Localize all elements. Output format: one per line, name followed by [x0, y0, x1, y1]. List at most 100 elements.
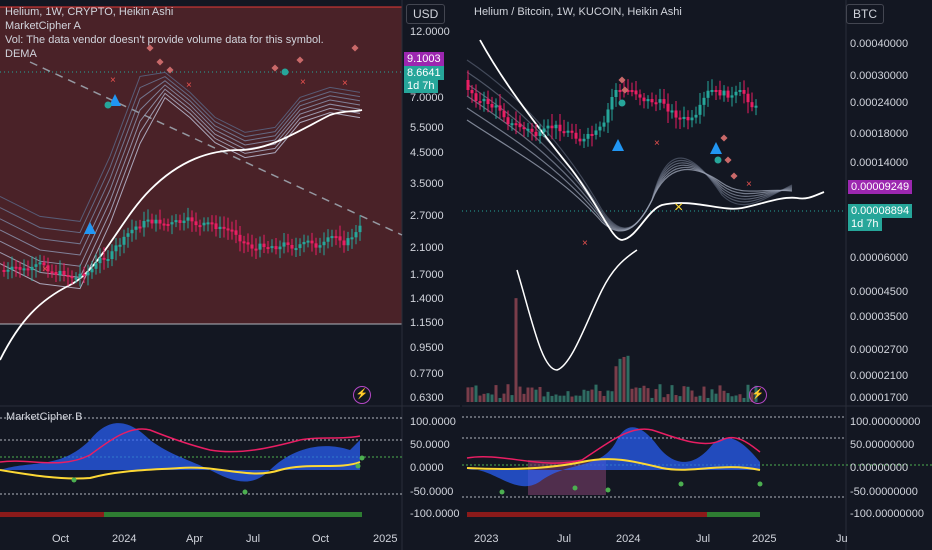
left-candle — [62, 270, 66, 275]
left-dema-line — [0, 109, 363, 361]
right-countdown-tag: 1d 7h — [848, 217, 882, 231]
left-candle — [182, 220, 186, 223]
left-lightning-icon[interactable]: ⚡ — [353, 386, 371, 404]
left-candle — [38, 262, 42, 265]
right-candle — [742, 90, 746, 94]
right-buy-triangle — [612, 139, 624, 151]
left-candle — [170, 222, 174, 225]
right-volume-bar — [634, 387, 638, 402]
right-currency-button[interactable]: BTC — [846, 4, 884, 24]
right-volume-bar — [490, 394, 494, 402]
right-osc-dot — [757, 481, 763, 487]
left-price-tick-10: 0.9500 — [410, 342, 444, 354]
right-osc-dot — [605, 487, 611, 493]
left-candle — [162, 223, 166, 226]
right-candle — [710, 90, 714, 92]
left-candle — [114, 245, 118, 252]
left-candle — [266, 247, 270, 250]
right-volume-bar — [566, 391, 570, 402]
left-candle — [58, 270, 62, 275]
right-volume-bar — [702, 386, 706, 402]
right-volume-bar — [466, 387, 470, 402]
right-osc-dot — [572, 485, 578, 491]
left-candle — [86, 272, 90, 276]
left-osc-legend[interactable]: MarketCipher B — [6, 411, 83, 423]
right-volume-bar — [550, 395, 554, 402]
right-price-tick-6: 0.00006000 — [850, 252, 909, 264]
left-candle — [6, 269, 10, 272]
left-osc-tick-4: -100.0000 — [410, 508, 460, 520]
right-candle — [574, 132, 578, 139]
right-price-tick-9: 0.00002700 — [850, 344, 909, 356]
left-candle — [238, 234, 242, 242]
right-candle — [682, 116, 686, 119]
right-price-tick-8: 0.00003500 — [850, 311, 909, 323]
left-sell-cross: × — [110, 75, 116, 86]
left-candle — [338, 236, 342, 241]
left-candle — [166, 223, 170, 226]
right-candle — [522, 127, 526, 130]
right-candle — [746, 93, 750, 103]
left-candle — [250, 244, 254, 249]
right-volume-bar — [470, 387, 474, 402]
right-volume-bar — [630, 388, 634, 402]
right-diamond-marker — [724, 156, 732, 164]
right-lightning-icon[interactable]: ⚡ — [749, 386, 767, 404]
left-candle — [106, 259, 110, 262]
right-osc-wave-area — [467, 427, 760, 487]
left-price-tick-7: 1.7000 — [410, 269, 444, 281]
left-candle — [346, 238, 350, 246]
right-volume-bar — [586, 390, 590, 402]
right-price-tick-0: 0.00040000 — [850, 38, 909, 50]
left-candle — [274, 246, 278, 250]
right-ribbon-band — [466, 119, 793, 232]
right-candle — [470, 90, 474, 94]
left-candle — [78, 273, 82, 278]
right-candle — [526, 128, 530, 131]
right-volume-bar — [646, 388, 650, 402]
right-candle — [590, 133, 594, 136]
right-candle — [606, 109, 610, 123]
left-currency-button[interactable]: USD — [406, 4, 446, 24]
left-candle — [2, 270, 6, 272]
left-candle — [150, 219, 154, 224]
left-osc-tick-0: 100.0000 — [410, 416, 456, 428]
left-chart-pane[interactable]: × × × × × Helium, 1W, CRYPTO, Heikin Ashi Ma… — [0, 0, 460, 550]
left-legend-indicator-a[interactable]: MarketCipher A — [5, 20, 81, 32]
right-candle — [722, 90, 726, 96]
right-candle — [642, 97, 646, 102]
left-price-chart[interactable]: × × × × × — [0, 0, 460, 550]
left-legend-title[interactable]: Helium, 1W, CRYPTO, Heikin Ashi — [5, 6, 174, 18]
left-candle — [286, 242, 290, 245]
left-price-tick-1: 7.0000 — [410, 92, 444, 104]
right-price-chart[interactable]: × × × × — [462, 0, 932, 550]
right-candle — [478, 100, 482, 103]
right-volume-bar — [718, 385, 722, 402]
right-volume-bar — [602, 395, 606, 402]
left-price-tick-2: 5.5000 — [410, 122, 444, 134]
right-candle — [738, 90, 742, 92]
left-osc-dot — [242, 489, 248, 495]
left-candle — [122, 236, 126, 245]
right-osc-money-flow — [466, 458, 761, 471]
right-volume-bar — [478, 395, 482, 402]
right-candle — [662, 99, 666, 104]
right-volume-bar — [518, 386, 522, 402]
right-dot-marker — [714, 156, 722, 164]
right-legend-title[interactable]: Helium / Bitcoin, 1W, KUCOIN, Heikin Ash… — [474, 6, 682, 18]
left-legend-dema[interactable]: DEMA — [5, 48, 37, 60]
left-candle — [326, 237, 330, 242]
right-osc-dot — [678, 481, 684, 487]
left-ribbon-band — [0, 76, 361, 234]
right-osc-tick-0: 100.00000000 — [850, 416, 921, 428]
left-candle — [218, 226, 222, 230]
right-volume-bar — [554, 394, 558, 402]
left-time-tick-5: 2025 — [373, 533, 398, 545]
right-osc-tick-3: -50.00000000 — [850, 486, 918, 498]
left-candle — [318, 245, 322, 248]
left-candle — [254, 248, 258, 251]
left-price-tick-6: 2.1000 — [410, 242, 444, 254]
right-chart-pane[interactable]: × × × × Helium / Bitcoin, 1W, KUCOIN, Heiki… — [462, 0, 932, 550]
left-candle — [90, 268, 94, 273]
right-volume-bar — [530, 387, 534, 402]
